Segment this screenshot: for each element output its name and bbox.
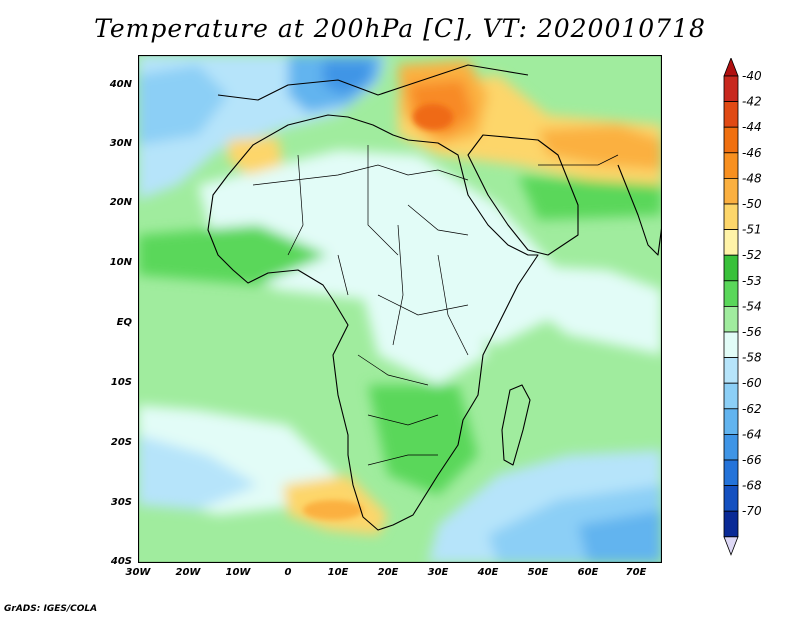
map-frame: [138, 55, 662, 563]
lon-label: 0: [284, 567, 292, 578]
field-coldest-southindian: [578, 510, 662, 563]
field-yellow-westsahara: [228, 137, 283, 175]
lat-label: 20N: [109, 197, 132, 208]
colorbar-top-arrow: [723, 58, 739, 77]
lon-label: 20W: [175, 567, 201, 578]
lon-label: 40E: [477, 567, 499, 578]
colorbar-swatch: [723, 229, 739, 256]
india-coast: [617, 164, 662, 256]
field-green-north: [138, 225, 328, 285]
colorbar-label: -60: [742, 376, 762, 390]
temperature-map: [138, 55, 662, 563]
coastlines: [207, 64, 662, 531]
field-cold-southatlantic: [138, 435, 258, 510]
field-pale-central: [358, 275, 488, 385]
africa-coastline: [207, 114, 539, 531]
colorbar-swatch: [723, 408, 739, 435]
lon-label: 10W: [225, 567, 251, 578]
lat-label: 30S: [110, 497, 132, 508]
colorbar-label: -40: [742, 69, 762, 83]
lon-label: 50E: [527, 567, 549, 578]
field-pale-arabiansea: [518, 265, 662, 355]
colorbar-label: -50: [742, 197, 762, 211]
colorbar-swatch: [723, 152, 739, 179]
colorbar-swatch: [723, 254, 739, 282]
colorbar-label: -54: [742, 299, 762, 313]
colorbar-swatch: [723, 485, 739, 512]
colorbar-swatch: [723, 382, 739, 410]
field-core-eastmed: [413, 104, 453, 130]
colorbar-label: -44: [742, 120, 762, 134]
lat-label: 40N: [109, 79, 132, 90]
lat-label: 10S: [110, 377, 132, 388]
lat-label: 30N: [109, 138, 132, 149]
field-yellow2-middleeast: [538, 125, 662, 170]
colorbar-label: -58: [742, 351, 762, 365]
colorbar-swatch: [723, 331, 739, 359]
colorbar-label: -51: [742, 223, 762, 237]
lat-label: 20S: [110, 437, 132, 448]
field-green-south: [368, 385, 478, 495]
grads-credit: GrADS: IGES/COLA: [4, 604, 98, 614]
colorbar-label: -70: [742, 504, 762, 518]
colorbar-swatch: [723, 178, 739, 205]
colorbar-swatch: [723, 203, 739, 231]
lon-label: 60E: [577, 567, 599, 578]
lat-label: 40S: [110, 556, 132, 567]
colorbar-swatch: [723, 126, 739, 154]
lon-label: 20E: [377, 567, 399, 578]
lon-label: 70E: [625, 567, 647, 578]
colorbar-legend: -40 -42 -44 -46 -48 -50 -51 -52 -53 -54 -56 -58 -60 -…: [723, 58, 762, 556]
colorbar-swatch: [723, 433, 739, 461]
field-pale-sahara: [198, 150, 568, 345]
colorbar-swatch: [723, 459, 739, 487]
colorbar-label: -56: [742, 325, 762, 339]
colorbar-swatch: [723, 280, 739, 307]
lon-label: 30W: [125, 567, 151, 578]
field-coldest-northwest: [323, 60, 373, 95]
field-cold-west: [138, 65, 228, 145]
lon-label: 10E: [327, 567, 349, 578]
country-borders: [252, 145, 619, 466]
madagascar-outline: [501, 384, 531, 466]
colorbar-label: -42: [742, 95, 762, 109]
colorbar-label: -64: [742, 427, 762, 441]
colorbar-swatch: [723, 357, 739, 384]
colorbar-swatch: [723, 75, 739, 103]
lon-label: 30E: [427, 567, 449, 578]
colorbar-label: -48: [742, 171, 762, 185]
lat-label: 10N: [109, 257, 132, 268]
colorbar-label: -52: [742, 248, 762, 262]
colorbar-label: -62: [742, 402, 762, 416]
colorbar-swatch: [723, 305, 739, 333]
arabia-outline: [467, 134, 579, 256]
colorbar-label: -53: [742, 274, 762, 288]
europe-coast: [217, 64, 529, 101]
colorbar-bottom-arrow: [723, 536, 739, 556]
field-core-southafrica: [303, 500, 363, 520]
colorbar-swatch: [723, 101, 739, 128]
lat-label: EQ: [116, 317, 132, 328]
colorbar-label: -68: [742, 479, 762, 493]
colorbar-label: -66: [742, 453, 762, 467]
map-title: Temperature at 200hPa [C], VT: 202001071…: [94, 14, 706, 43]
colorbar-label: -46: [742, 146, 762, 160]
colorbar-swatch: [723, 510, 739, 538]
